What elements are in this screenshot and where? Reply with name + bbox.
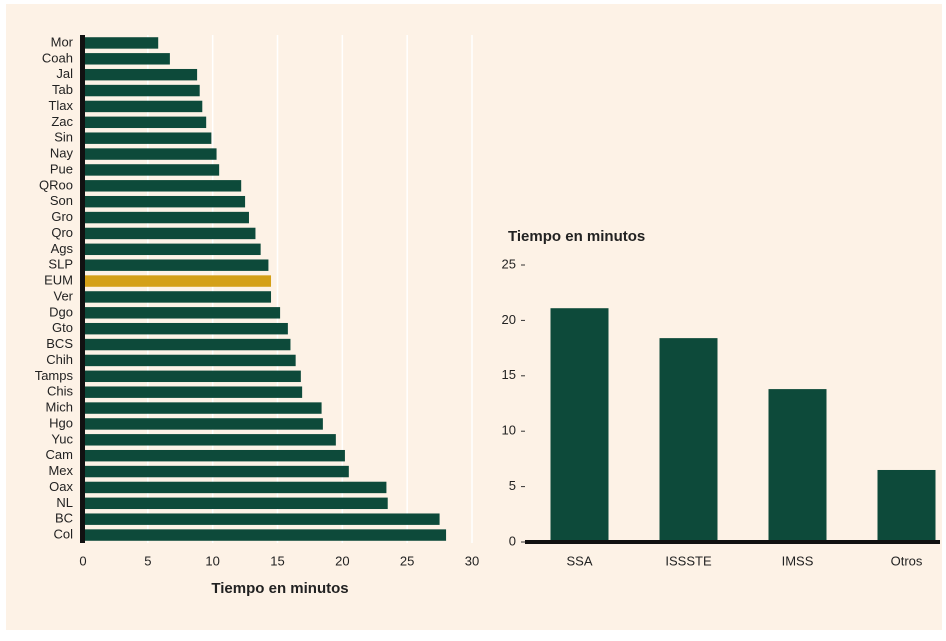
y-tick-label: NL	[56, 495, 73, 510]
y-tick-label: Hgo	[49, 415, 73, 430]
bar	[83, 100, 203, 113]
y-tick-label: 25	[502, 256, 516, 271]
y-tick-label: Tab	[52, 82, 73, 97]
x-tick-label: 5	[144, 553, 151, 568]
bar	[83, 275, 272, 287]
y-tick-label: Chis	[47, 384, 74, 399]
bar	[83, 529, 447, 541]
bar	[83, 418, 323, 430]
y-tick-label: Jal	[56, 66, 73, 81]
bar	[83, 370, 301, 383]
y-tick-label: Mor	[51, 34, 74, 49]
y-tick-label: 15	[502, 367, 516, 382]
y-tick-label: BC	[55, 511, 73, 526]
bar	[83, 227, 256, 240]
y-tick-label: Oax	[49, 479, 73, 494]
x-tick-label: ISSSTE	[665, 553, 712, 568]
bar	[83, 354, 296, 367]
y-tick-label: Nay	[50, 146, 74, 161]
bar	[83, 132, 212, 144]
x-tick-label: 0	[79, 553, 86, 568]
bar	[83, 386, 303, 398]
bar	[83, 402, 322, 414]
x-tick-label: 30	[465, 553, 479, 568]
x-tick-label: 15	[270, 553, 284, 568]
bar	[83, 513, 440, 525]
y-tick-label: Tlax	[48, 98, 73, 113]
bar	[83, 195, 246, 208]
y-tick-label: Dgo	[49, 304, 73, 319]
y-tick-label: Coah	[42, 50, 73, 65]
y-tick-label: SLP	[48, 257, 73, 272]
axis-line	[80, 35, 85, 543]
bar	[83, 180, 242, 192]
y-tick-label: Gro	[51, 209, 73, 224]
bar	[83, 37, 159, 49]
chart-title: Tiempo en minutos	[508, 228, 645, 245]
y-tick-label: EUM	[44, 273, 73, 288]
y-tick-label: Mex	[48, 463, 73, 478]
bar	[83, 116, 207, 129]
y-tick-label: Zac	[51, 114, 73, 129]
x-tick-label: 10	[205, 553, 219, 568]
bar	[83, 481, 387, 494]
y-tick-label: QRoo	[39, 177, 73, 192]
y-tick-label: Qro	[51, 225, 73, 240]
x-axis-label: Tiempo en minutos	[211, 580, 348, 597]
y-tick-label: Son	[50, 193, 73, 208]
y-tick-label: Mich	[46, 400, 73, 415]
bar	[83, 338, 291, 351]
bar	[83, 68, 198, 81]
x-tick-label: 25	[400, 553, 414, 568]
bar	[83, 164, 220, 176]
bar	[768, 389, 827, 542]
bar	[83, 465, 349, 478]
x-tick-label: Otros	[891, 553, 923, 568]
bar	[83, 148, 217, 160]
bar	[83, 259, 269, 271]
y-tick-label: Ags	[51, 241, 74, 256]
bar	[83, 497, 388, 510]
y-tick-label: Col	[53, 527, 73, 542]
y-tick-label: Yuc	[51, 431, 73, 446]
bar	[83, 307, 281, 319]
y-tick-label: Tamps	[35, 368, 74, 383]
bar	[83, 291, 272, 303]
bar	[550, 308, 609, 542]
bar	[83, 53, 170, 65]
bar	[83, 84, 200, 97]
bar	[83, 243, 261, 256]
y-tick-label: Ver	[53, 288, 73, 303]
bar	[83, 322, 288, 335]
y-tick-label: BCS	[46, 336, 73, 351]
y-tick-label: Cam	[46, 447, 73, 462]
bar	[83, 211, 249, 224]
y-tick-label: 20	[502, 312, 516, 327]
x-tick-label: 20	[335, 553, 349, 568]
y-tick-label: Pue	[50, 161, 73, 176]
y-tick-label: 0	[509, 533, 516, 548]
bar	[83, 449, 345, 462]
y-tick-label: Chih	[46, 352, 73, 367]
bar	[659, 338, 718, 542]
x-tick-label: IMSS	[782, 553, 814, 568]
bar	[83, 434, 336, 446]
y-tick-label: Sin	[54, 130, 73, 145]
bar	[877, 469, 936, 542]
y-tick-label: Gto	[52, 320, 73, 335]
y-tick-label: 5	[509, 478, 516, 493]
y-tick-label: 10	[502, 423, 516, 438]
x-tick-label: SSA	[566, 553, 592, 568]
